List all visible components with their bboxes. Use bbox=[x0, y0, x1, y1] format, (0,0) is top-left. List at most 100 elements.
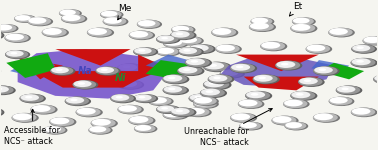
Circle shape bbox=[220, 69, 243, 78]
Circle shape bbox=[143, 63, 149, 66]
Circle shape bbox=[368, 38, 375, 41]
Circle shape bbox=[43, 28, 62, 35]
Circle shape bbox=[157, 35, 174, 42]
Circle shape bbox=[230, 113, 255, 122]
Circle shape bbox=[138, 96, 146, 99]
Circle shape bbox=[230, 63, 257, 73]
Circle shape bbox=[133, 94, 158, 103]
Circle shape bbox=[123, 82, 130, 85]
Circle shape bbox=[284, 122, 306, 130]
Circle shape bbox=[260, 41, 287, 51]
Circle shape bbox=[183, 49, 191, 52]
Circle shape bbox=[103, 72, 129, 81]
Circle shape bbox=[161, 107, 168, 109]
Circle shape bbox=[351, 108, 377, 117]
Circle shape bbox=[200, 88, 225, 97]
Circle shape bbox=[373, 74, 378, 84]
Circle shape bbox=[306, 44, 332, 54]
Circle shape bbox=[128, 116, 155, 126]
Circle shape bbox=[123, 107, 130, 110]
Circle shape bbox=[328, 97, 355, 106]
Polygon shape bbox=[146, 55, 198, 74]
Circle shape bbox=[357, 46, 364, 49]
Circle shape bbox=[211, 28, 236, 37]
Circle shape bbox=[236, 65, 243, 68]
Circle shape bbox=[33, 19, 40, 21]
Circle shape bbox=[103, 17, 126, 26]
Circle shape bbox=[118, 105, 144, 114]
Circle shape bbox=[239, 122, 261, 130]
Circle shape bbox=[178, 47, 202, 56]
Circle shape bbox=[198, 99, 206, 101]
Circle shape bbox=[31, 105, 51, 112]
Circle shape bbox=[178, 36, 204, 46]
Circle shape bbox=[245, 91, 270, 100]
Circle shape bbox=[319, 115, 326, 118]
Circle shape bbox=[258, 76, 266, 79]
Circle shape bbox=[103, 72, 126, 81]
Polygon shape bbox=[236, 55, 319, 71]
Circle shape bbox=[352, 108, 370, 115]
Circle shape bbox=[73, 80, 98, 90]
Circle shape bbox=[111, 94, 129, 101]
Circle shape bbox=[328, 28, 353, 37]
Circle shape bbox=[194, 96, 202, 99]
Circle shape bbox=[148, 97, 174, 106]
Circle shape bbox=[281, 63, 288, 66]
Circle shape bbox=[231, 113, 250, 120]
Circle shape bbox=[193, 97, 219, 106]
Circle shape bbox=[292, 17, 316, 26]
Circle shape bbox=[5, 50, 30, 59]
Circle shape bbox=[186, 108, 205, 115]
Circle shape bbox=[271, 116, 299, 126]
Circle shape bbox=[191, 60, 198, 63]
Circle shape bbox=[149, 97, 167, 104]
Circle shape bbox=[189, 44, 214, 53]
Circle shape bbox=[311, 46, 319, 49]
Circle shape bbox=[14, 15, 36, 23]
Circle shape bbox=[42, 28, 69, 38]
Circle shape bbox=[92, 119, 111, 126]
Circle shape bbox=[60, 9, 76, 15]
Circle shape bbox=[76, 107, 101, 117]
Circle shape bbox=[168, 88, 175, 90]
Circle shape bbox=[138, 49, 146, 52]
Circle shape bbox=[6, 34, 24, 40]
Circle shape bbox=[177, 66, 204, 76]
Circle shape bbox=[296, 93, 304, 96]
Circle shape bbox=[183, 38, 191, 41]
Circle shape bbox=[201, 88, 220, 95]
Circle shape bbox=[14, 15, 34, 22]
Circle shape bbox=[176, 110, 183, 112]
Circle shape bbox=[246, 91, 265, 98]
Circle shape bbox=[313, 113, 340, 123]
Circle shape bbox=[95, 66, 121, 76]
Circle shape bbox=[328, 28, 355, 38]
Circle shape bbox=[203, 80, 229, 89]
Circle shape bbox=[200, 88, 227, 98]
Polygon shape bbox=[33, 71, 153, 88]
Circle shape bbox=[170, 108, 194, 116]
Circle shape bbox=[225, 71, 232, 74]
Circle shape bbox=[254, 75, 273, 82]
Circle shape bbox=[137, 61, 162, 70]
Circle shape bbox=[104, 72, 122, 79]
Polygon shape bbox=[10, 55, 55, 77]
Circle shape bbox=[42, 28, 67, 37]
Text: Unreachable for
NCS⁻ attack: Unreachable for NCS⁻ attack bbox=[184, 109, 272, 147]
Circle shape bbox=[328, 97, 352, 105]
Circle shape bbox=[290, 24, 318, 33]
Circle shape bbox=[238, 99, 262, 108]
Circle shape bbox=[254, 24, 262, 27]
Circle shape bbox=[319, 68, 326, 71]
Circle shape bbox=[261, 42, 280, 49]
Circle shape bbox=[179, 36, 197, 43]
Circle shape bbox=[0, 66, 1, 76]
Circle shape bbox=[313, 66, 338, 75]
Circle shape bbox=[334, 30, 341, 33]
Circle shape bbox=[291, 24, 310, 31]
Circle shape bbox=[0, 24, 12, 31]
Circle shape bbox=[203, 80, 232, 90]
Circle shape bbox=[116, 96, 123, 99]
Circle shape bbox=[0, 85, 16, 95]
